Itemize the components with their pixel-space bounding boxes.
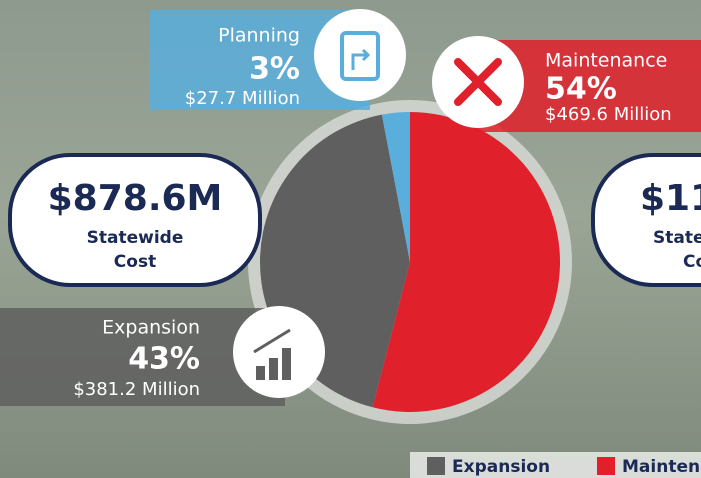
expansion-icon [233, 306, 325, 398]
total-label: Statewide [653, 228, 701, 248]
amount: $27.7 Million [185, 88, 300, 109]
legend-label: Expansion [452, 457, 550, 477]
label: Maintenance [545, 50, 667, 72]
amount: $381.2 Million [73, 379, 200, 400]
total-value: $11 [640, 178, 701, 219]
label: Planning [218, 25, 300, 47]
legend-label: Maintenance [622, 457, 701, 477]
total-label: Statewide [87, 228, 184, 248]
total-value: $878.6M [48, 178, 223, 219]
chart: Planning 3% $27.7 Million Maintenance 54… [0, 0, 701, 478]
percent: 3% [249, 52, 300, 87]
amount: $469.6 Million [545, 104, 672, 125]
percent: 54% [545, 72, 617, 107]
legend-swatch [597, 457, 615, 475]
percent: 43% [128, 342, 200, 377]
page: Planning 3% $27.7 Million Maintenance 54… [0, 0, 701, 478]
label: Expansion [102, 317, 200, 339]
total-label: Cost [683, 252, 701, 272]
legend-swatch [427, 457, 445, 475]
total-label: Cost [114, 252, 156, 272]
